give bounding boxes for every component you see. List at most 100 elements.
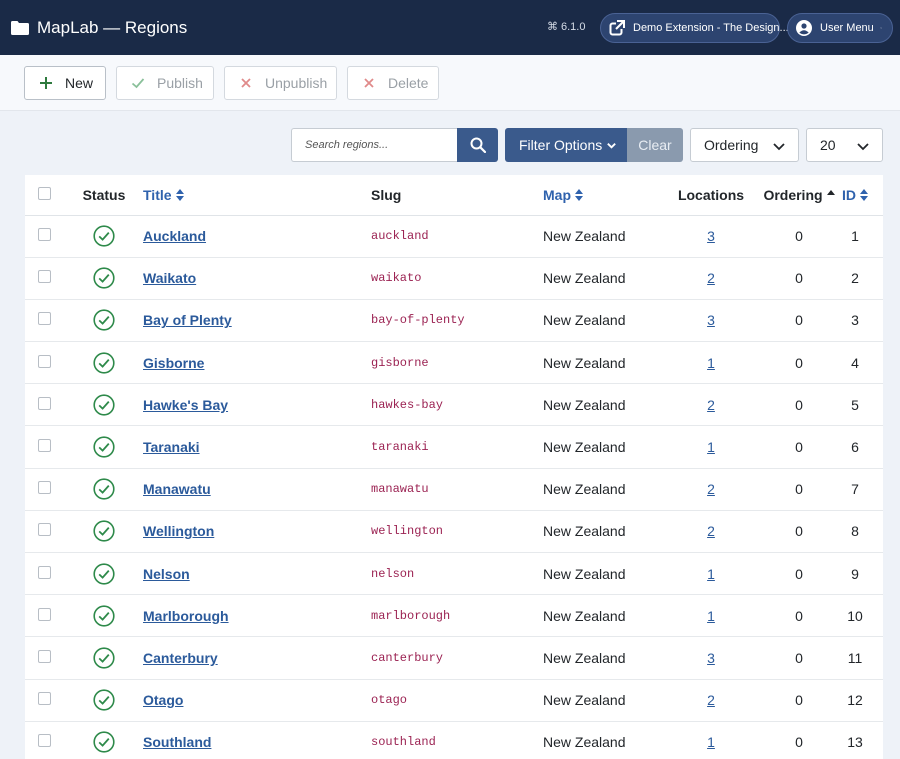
title-cell: Nelson	[143, 552, 371, 596]
check-circle-icon[interactable]	[93, 267, 115, 289]
locations-link[interactable]: 2	[707, 396, 715, 413]
clear-button[interactable]: Clear	[627, 128, 683, 162]
row-checkbox[interactable]	[38, 396, 51, 410]
locations-link[interactable]: 1	[707, 607, 715, 624]
user-menu-button[interactable]: User Menu	[787, 13, 893, 43]
locations-link[interactable]: 2	[707, 692, 715, 709]
filter-options-button[interactable]: Filter Options	[505, 128, 627, 162]
row-checkbox[interactable]	[38, 270, 51, 284]
id-cell: 11	[837, 636, 883, 680]
locations-link[interactable]: 2	[707, 481, 715, 498]
column-header-map-label: Map	[543, 186, 571, 203]
title-cell: Bay of Plenty	[143, 299, 371, 343]
column-header-map[interactable]: Map	[543, 175, 661, 216]
extension-link-button[interactable]: Demo Extension - The Design...	[600, 13, 789, 43]
locations-link[interactable]: 3	[707, 228, 715, 245]
ordering-cell: 0	[761, 425, 837, 469]
check-circle-icon[interactable]	[93, 225, 115, 247]
row-checkbox[interactable]	[38, 607, 51, 621]
region-title-link[interactable]: Waikato	[143, 270, 197, 287]
unpublish-button[interactable]: Unpublish	[224, 66, 337, 100]
list-limit-select[interactable]: 20	[806, 128, 883, 162]
ordering-select[interactable]: Ordering	[690, 128, 799, 162]
locations-link[interactable]: 1	[707, 354, 715, 371]
id-cell: 4	[837, 341, 883, 385]
sort-icon	[575, 188, 583, 201]
locations-cell: 1	[661, 721, 761, 759]
check-circle-icon[interactable]	[93, 731, 115, 753]
row-checkbox[interactable]	[38, 692, 51, 706]
region-title-link[interactable]: Gisborne	[143, 354, 205, 371]
select-all-checkbox[interactable]	[38, 186, 51, 200]
locations-link[interactable]: 2	[707, 270, 715, 287]
search-input[interactable]	[291, 128, 458, 162]
row-checkbox[interactable]	[38, 312, 51, 326]
check-circle-icon[interactable]	[93, 394, 115, 416]
search-button[interactable]	[457, 128, 498, 162]
row-checkbox[interactable]	[38, 523, 51, 537]
region-title-link[interactable]: Wellington	[143, 523, 215, 540]
row-checkbox[interactable]	[38, 439, 51, 453]
region-title-link[interactable]: Southland	[143, 734, 212, 751]
publish-button[interactable]: Publish	[116, 66, 214, 100]
locations-link[interactable]: 1	[707, 734, 715, 751]
check-circle-icon[interactable]	[93, 352, 115, 374]
region-title-link[interactable]: Otago	[143, 692, 184, 709]
check-circle-icon[interactable]	[93, 689, 115, 711]
row-select-cell	[25, 594, 65, 638]
locations-cell: 2	[661, 383, 761, 427]
title-cell: Southland	[143, 721, 371, 759]
slug-cell: nelson	[371, 552, 543, 596]
external-link-icon	[609, 20, 625, 36]
region-title-link[interactable]: Bay of Plenty	[143, 312, 232, 329]
row-checkbox[interactable]	[38, 565, 51, 579]
row-checkbox[interactable]	[38, 354, 51, 368]
column-header-ordering[interactable]: Ordering	[761, 175, 837, 216]
sort-asc-icon	[826, 189, 835, 195]
region-title-link[interactable]: Auckland	[143, 228, 207, 245]
check-circle-icon[interactable]	[93, 520, 115, 543]
column-header-title[interactable]: Title	[143, 175, 371, 216]
column-header-slug: Slug	[371, 175, 543, 216]
row-checkbox[interactable]	[38, 481, 51, 495]
locations-cell: 1	[661, 341, 761, 385]
slug-cell: hawkes-bay	[371, 383, 543, 427]
row-checkbox[interactable]	[38, 734, 51, 748]
locations-link[interactable]: 1	[707, 439, 715, 456]
check-circle-icon[interactable]	[93, 647, 115, 669]
map-cell: New Zealand	[543, 679, 661, 722]
check-circle-icon[interactable]	[93, 605, 115, 627]
map-cell: New Zealand	[543, 425, 661, 469]
delete-button[interactable]: Delete	[347, 66, 439, 100]
map-cell: New Zealand	[543, 594, 661, 638]
title-cell: Canterbury	[143, 636, 371, 680]
region-title-link[interactable]: Hawke's Bay	[143, 396, 229, 413]
locations-link[interactable]: 2	[707, 523, 715, 540]
region-title-link[interactable]: Taranaki	[143, 439, 200, 456]
ordering-cell: 0	[761, 299, 837, 343]
map-cell: New Zealand	[543, 510, 661, 554]
ordering-select-value: Ordering	[704, 137, 759, 153]
row-checkbox[interactable]	[38, 649, 51, 663]
region-title-link[interactable]: Nelson	[143, 565, 190, 582]
page-title: MapLab — Regions	[37, 17, 188, 37]
locations-link[interactable]: 1	[707, 565, 715, 582]
ordering-cell: 0	[761, 552, 837, 596]
row-checkbox[interactable]	[38, 228, 51, 242]
column-header-id[interactable]: ID	[837, 175, 883, 216]
id-cell: 2	[837, 257, 883, 300]
check-circle-icon[interactable]	[93, 309, 115, 332]
row-select-cell	[25, 721, 65, 759]
check-circle-icon[interactable]	[93, 478, 115, 500]
check-circle-icon[interactable]	[93, 562, 115, 585]
region-title-link[interactable]: Canterbury	[143, 649, 218, 666]
plus-icon	[40, 77, 52, 89]
region-title-link[interactable]: Manawatu	[143, 481, 211, 498]
locations-link[interactable]: 3	[707, 312, 715, 329]
version-number: 6.1.0	[561, 20, 586, 33]
locations-link[interactable]: 3	[707, 649, 715, 666]
new-button[interactable]: New	[24, 66, 106, 100]
region-title-link[interactable]: Marlborough	[143, 607, 229, 624]
check-circle-icon[interactable]	[93, 436, 115, 458]
joomla-icon: ⌘	[547, 21, 558, 33]
